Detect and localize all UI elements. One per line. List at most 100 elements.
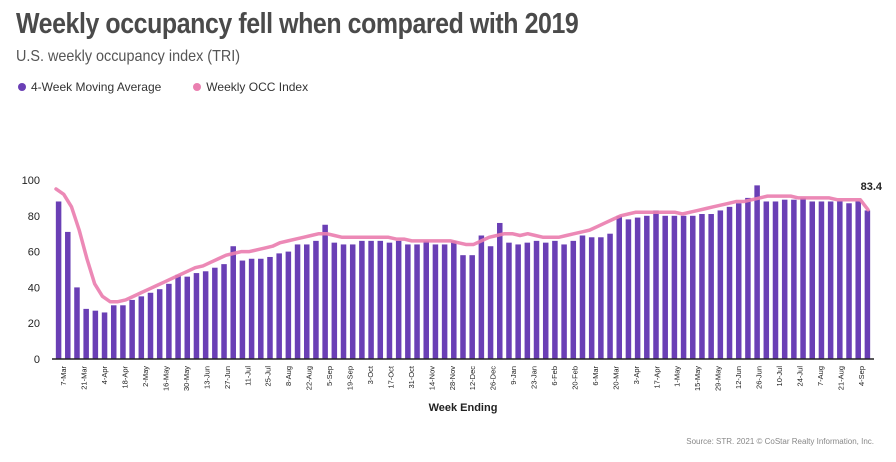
bar — [487, 246, 494, 359]
x-tick-label: 2-May — [141, 366, 150, 387]
legend-line-swatch-icon — [193, 83, 202, 91]
bar — [377, 240, 384, 359]
x-tick-label: 12-Dec — [468, 366, 477, 390]
x-tick-label: 21-Mar — [80, 366, 89, 390]
bar — [175, 274, 181, 359]
bar — [313, 240, 319, 359]
x-tick-label: 17-Oct — [386, 365, 395, 388]
x-tick-label: 15-May — [693, 366, 702, 391]
x-tick-label: 30-May — [182, 366, 191, 391]
x-tick-label: 7-Mar — [59, 366, 68, 386]
bar — [524, 242, 531, 359]
bar — [469, 255, 475, 359]
x-tick-label: 19-Sep — [346, 366, 355, 390]
bar — [864, 210, 871, 359]
x-tick-label: 13-Jun — [202, 366, 211, 389]
x-tick-label: 7-Aug — [816, 366, 825, 386]
bar — [304, 244, 310, 359]
bar — [147, 292, 154, 359]
bar — [294, 244, 301, 359]
bar — [745, 197, 751, 359]
chart-title: Weekly occupancy fell when compared with… — [16, 8, 579, 40]
bar — [441, 244, 448, 359]
bar — [285, 251, 292, 359]
x-tick-label: 3-Apr — [632, 366, 641, 385]
bar — [55, 201, 62, 359]
bar — [423, 240, 429, 359]
bar — [405, 244, 411, 359]
bar — [138, 296, 145, 359]
x-tick-label: 20-Mar — [611, 366, 620, 390]
bar — [607, 233, 613, 359]
x-tick-label: 4-Sep — [857, 366, 866, 386]
bar — [166, 283, 172, 359]
bar — [588, 237, 595, 359]
bar — [653, 210, 659, 359]
legend-bar-swatch-icon — [18, 83, 26, 91]
bar — [533, 240, 540, 359]
bar — [156, 289, 163, 359]
x-tick-label: 14-Nov — [427, 366, 436, 390]
legend-item-moving-average: 4-Week Moving Average — [18, 80, 161, 94]
bar — [570, 240, 577, 359]
bar — [662, 215, 668, 359]
bar — [552, 240, 558, 359]
bar — [846, 203, 852, 359]
x-tick-label: 6-Mar — [591, 366, 600, 386]
bar — [230, 246, 236, 359]
y-tick-label: 40 — [28, 282, 40, 294]
legend-label-occ-index: Weekly OCC Index — [206, 80, 309, 94]
x-tick-label: 22-Aug — [305, 366, 314, 390]
bar — [92, 310, 99, 359]
bar — [717, 210, 724, 359]
bar — [322, 224, 328, 359]
last-value-annotation: 83.4 — [861, 181, 883, 193]
bar — [763, 201, 770, 359]
bar — [267, 256, 273, 359]
bar — [101, 312, 108, 359]
bar — [340, 244, 347, 359]
bar — [680, 215, 687, 359]
bar — [800, 197, 806, 359]
x-tick-label: 25-Jul — [264, 366, 273, 387]
x-tick-label: 20-Feb — [570, 366, 579, 390]
x-axis-title: Week Ending — [429, 402, 498, 414]
bar — [248, 258, 255, 359]
x-tick-label: 3-Oct — [366, 365, 375, 384]
bar — [561, 244, 567, 359]
bar — [193, 273, 200, 359]
bar — [809, 201, 816, 359]
x-tick-label: 31-Oct — [407, 365, 416, 388]
bar — [74, 287, 80, 359]
bar — [359, 240, 365, 359]
bar — [579, 235, 586, 359]
legend: 4-Week Moving Average Weekly OCC Index — [18, 80, 340, 94]
bar — [671, 215, 678, 359]
y-tick-label: 20 — [28, 318, 40, 330]
y-tick-label: 60 — [28, 247, 40, 259]
bar — [791, 199, 797, 359]
x-tick-label: 27-Jun — [223, 366, 232, 389]
bar — [708, 214, 714, 359]
x-tick-label: 16-May — [161, 366, 170, 391]
bar — [202, 271, 209, 359]
bar — [781, 199, 788, 359]
bar — [414, 244, 420, 359]
bar — [690, 215, 696, 359]
legend-item-occ-index: Weekly OCC Index — [193, 80, 308, 94]
bar — [258, 258, 264, 359]
bar — [542, 242, 549, 359]
x-tick-label: 26-Jun — [755, 366, 764, 389]
x-tick-label: 1-May — [673, 366, 682, 387]
x-tick-label: 17-Apr — [652, 366, 661, 389]
bar — [625, 219, 632, 359]
bar — [212, 267, 218, 359]
y-tick-label: 80 — [28, 211, 40, 223]
bar — [331, 242, 338, 359]
x-tick-label: 5-Sep — [325, 366, 334, 386]
x-tick-label: 18-Apr — [121, 366, 130, 389]
bar — [451, 240, 457, 359]
bar — [855, 201, 861, 359]
occ-index-line — [54, 187, 870, 304]
legend-label-moving-average: 4-Week Moving Average — [31, 80, 162, 94]
